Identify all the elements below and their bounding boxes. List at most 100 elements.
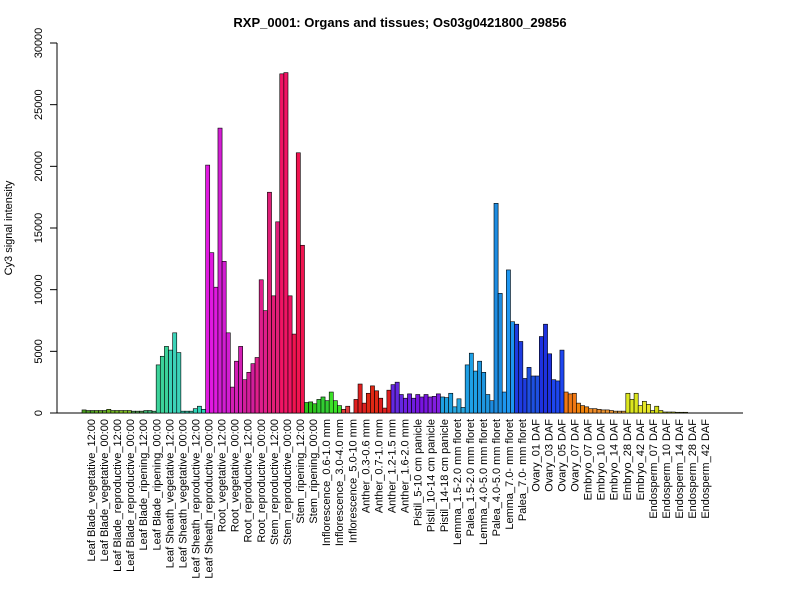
bar [621, 410, 627, 414]
bar [238, 346, 243, 414]
bar [192, 408, 198, 414]
bar [539, 336, 544, 414]
bar [423, 394, 429, 414]
x-category-label: Leaf Blade_ripening_00:00 [151, 419, 163, 551]
x-category-label: Anther_1.6-2.0 mm [400, 419, 412, 513]
x-category-label: Root_reproductive_00:00 [256, 419, 268, 543]
bar [448, 392, 454, 414]
bar [287, 295, 293, 414]
bar [300, 244, 305, 414]
bar [102, 410, 108, 414]
x-category-label: Anther_0.7-1.0 mm [373, 419, 385, 513]
bar [563, 391, 569, 414]
bar [403, 397, 408, 414]
bar [283, 72, 289, 414]
bar [201, 408, 206, 414]
bar [370, 385, 375, 414]
bar [654, 405, 660, 414]
x-category-label: Pistil_14-18 cm panicle [439, 419, 451, 532]
bar [106, 408, 112, 414]
bar [361, 402, 367, 414]
x-category-label: Leaf Blade_reproductive_12:00 [112, 419, 124, 572]
bar [493, 203, 499, 414]
bar [164, 346, 169, 414]
bar [328, 391, 334, 414]
x-category-label: Endosperm_10 DAF [661, 419, 673, 519]
bar [225, 332, 231, 414]
bar [304, 402, 309, 414]
bar [497, 293, 503, 414]
x-category-label: Inflorescence_0.6-1.0 mm [321, 419, 333, 546]
bar [518, 341, 524, 414]
bar [468, 352, 474, 414]
x-category-label: Inflorescence_5.0-10 mm [347, 419, 359, 543]
bar [308, 401, 314, 414]
bar [625, 392, 631, 414]
bar [254, 357, 260, 414]
x-category-label: Stem_ripening_12:00 [295, 419, 307, 524]
bar [135, 410, 140, 414]
x-category-label: Palea_4.0-5.0 mm floret [491, 419, 503, 536]
y-tick-label: 30000 [33, 28, 45, 59]
bar [452, 406, 458, 414]
bar [365, 392, 371, 414]
bar [559, 349, 565, 414]
bar [394, 381, 400, 414]
bar [444, 397, 449, 414]
bar [506, 269, 511, 414]
bar [188, 410, 194, 414]
bar [530, 375, 536, 414]
bar [230, 386, 235, 414]
bar [522, 378, 528, 414]
bar [604, 409, 610, 414]
x-category-label: Leaf Blade_vegetative_00:00 [99, 419, 111, 562]
bar [209, 252, 215, 414]
bar [477, 360, 482, 414]
x-category-label: Palea_1.5-2.0 mm floret [465, 419, 477, 536]
bar [205, 164, 211, 414]
bar [580, 405, 585, 414]
bar [353, 399, 359, 414]
x-category-label: Ovary_01 DAF [530, 419, 542, 492]
x-category-label: Embryo_42 DAF [635, 419, 647, 501]
bar [374, 390, 379, 414]
bar [267, 191, 272, 414]
bar [642, 400, 647, 414]
bar [609, 410, 614, 414]
bar [662, 411, 668, 414]
bar [431, 396, 437, 414]
bar [279, 73, 285, 414]
bar [600, 409, 606, 414]
x-category-label: Root_vegetative_00:00 [230, 419, 242, 532]
x-axis-labels: Leaf Blade_vegetative_12:00 Leaf Blade_ve… [86, 419, 712, 579]
bar [650, 410, 655, 414]
x-category-label: Root_reproductive_12:00 [243, 419, 255, 543]
bar [217, 127, 223, 414]
x-category-label: Embryo_14 DAF [609, 419, 621, 501]
bar [324, 400, 330, 414]
bar [567, 393, 573, 414]
x-category-label: Ovary_03 DAF [543, 419, 555, 492]
bar [262, 310, 268, 414]
bar [584, 406, 590, 414]
y-tick-label: 20000 [33, 151, 45, 182]
bar [683, 411, 688, 414]
bar [143, 410, 149, 414]
x-category-label: Leaf Blade_ripening_12:00 [138, 419, 150, 551]
x-category-label: Ovary_07 DAF [569, 419, 581, 492]
bar [378, 397, 384, 414]
bar [337, 405, 342, 414]
bar [415, 394, 421, 414]
x-category-label: Embryo_07 DAF [583, 419, 595, 501]
bar [246, 371, 252, 414]
bar [345, 405, 351, 414]
bar [275, 221, 281, 414]
x-category-label: Embryo_28 DAF [622, 419, 634, 501]
chart-title: RXP_0001: Organs and tissues; Os03g04218… [233, 15, 566, 30]
bar [576, 402, 581, 414]
bar [555, 380, 561, 414]
bar [271, 295, 276, 414]
bar [679, 411, 684, 414]
x-category-label: Endosperm_28 DAF [687, 419, 699, 519]
bar [122, 410, 128, 414]
